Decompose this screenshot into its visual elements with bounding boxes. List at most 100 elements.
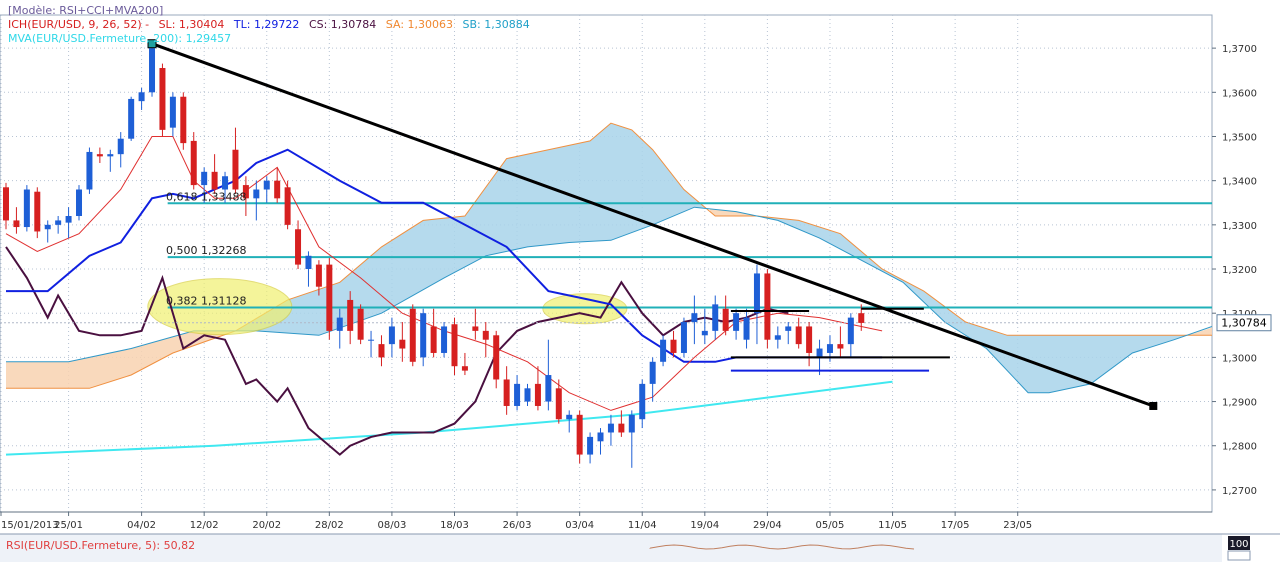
candle-body-43 [451,324,458,367]
candle-body-13 [138,92,145,102]
candle-body-81 [847,317,854,345]
cloud-segment-3 [756,216,1185,393]
x-tick-label-2: 04/02 [127,520,156,531]
candle-body-10 [107,154,114,157]
trendline[interactable] [147,39,1158,410]
fibonacci-levels [167,202,1212,309]
rsi-scroll-handle[interactable] [1227,550,1251,561]
rsi-axis-value: 100 [1229,539,1248,550]
candle-body-29 [305,255,312,270]
candle-body-2 [23,189,30,228]
x-tick-label-9: 03/04 [565,520,594,531]
rsi-axis-value-badge [1228,536,1250,550]
y-tick-label-8: 1,3500 [1222,132,1257,143]
candle-body-66 [691,313,698,323]
candle-body-82 [858,313,865,323]
candle-body-74 [774,335,781,340]
candle-body-80 [837,344,844,349]
y-tick-label-9: 1,3600 [1222,88,1257,99]
candle-body-12 [128,98,135,139]
candle-body-21 [222,176,229,190]
cloud-segment-4 [1189,326,1212,336]
candle-body-25 [263,180,270,190]
candle-body-78 [816,348,823,358]
candle-body-50 [524,388,531,402]
rsi-label: RSI(EUR/USD.Fermeture, 5): 50,82 [6,539,195,552]
x-tick-label-4: 20/02 [252,520,281,531]
legend-sa: SA: 1,30063 [386,18,453,31]
candle-body-54 [566,414,573,420]
x-tick-label-12: 29/04 [753,520,782,531]
legend-cs: CS: 1,30784 [309,18,376,31]
trendline-line [151,42,1154,408]
y-tick-label-7: 1,3400 [1222,177,1257,188]
senkou-span-b-line [6,206,1213,394]
candle-body-6 [65,216,72,223]
candle-body-40 [420,313,427,358]
candle-body-42 [441,326,448,353]
cloud-segment-1 [235,123,705,336]
candle-body-28 [295,229,302,265]
candle-body-51 [534,383,541,406]
x-tick-label-15: 17/05 [941,520,970,531]
candle-body-68 [712,304,719,331]
candle-body-8 [86,151,93,190]
candle-body-53 [555,388,562,420]
candle-body-73 [764,273,771,340]
candle-body-34 [357,308,364,340]
candle-body-75 [785,326,792,331]
x-tick-label-7: 18/03 [440,520,469,531]
fib-label-618: 0,618 1,33488 [166,190,246,203]
candle-body-69 [722,308,729,331]
trendline-handle-start [147,39,157,49]
fib-label-382: 0,382 1,31128 [166,295,246,308]
candle-body-41 [430,326,437,353]
candle-body-56 [587,436,594,455]
current-price-label: 1,30784 [1221,317,1267,330]
y-tick-label-1: 1,2800 [1222,442,1257,453]
legend-mva: MVA(EUR/USD.Fermeture, 200): 1,29457 [8,32,231,45]
candle-body-30 [315,264,322,287]
legend-model: [Modèle: RSI+CCI+MVA200] [8,4,163,17]
candle-body-14 [149,48,156,93]
y-tick-label-10: 1,3700 [1222,44,1257,55]
candle-body-36 [378,344,385,358]
x-tick-label-6: 08/03 [377,520,406,531]
candle-body-7 [76,189,83,217]
candle-body-19 [201,171,208,186]
candle-body-1 [13,220,20,228]
candle-body-49 [514,383,521,406]
candle-body-26 [274,180,281,199]
candle-body-3 [34,191,41,232]
candle-body-55 [576,414,583,455]
candle-body-79 [826,344,833,353]
candle-body-63 [660,339,667,362]
candle-body-48 [503,379,510,406]
y-tick-label-0: 1,2700 [1222,486,1257,497]
x-tick-label-3: 12/02 [190,520,219,531]
cloud-segment-2 [710,208,752,217]
y-tick-label-6: 1,3300 [1222,221,1257,232]
legend-sb: SB: 1,30884 [463,18,530,31]
candle-body-71 [743,317,750,340]
candle-body-23 [242,185,249,199]
support-resistance-lines [730,307,950,372]
candle-body-72 [753,273,760,314]
x-tick-label-16: 23/05 [1003,520,1032,531]
candle-body-45 [472,326,479,331]
chikou-span-line [5,246,789,456]
x-tick-label-8: 26/03 [503,520,532,531]
ichimoku-cloud [6,122,1213,394]
candle-body-70 [733,313,740,331]
candle-body-58 [607,423,614,433]
cloud-segment-0 [6,330,231,389]
candle-body-64 [670,339,677,353]
x-tick-label-13: 05/05 [816,520,845,531]
candle-body-32 [336,317,343,331]
x-tick-label-14: 11/05 [878,520,907,531]
rsi-panel[interactable] [0,534,1222,562]
candle-body-18 [190,140,197,186]
